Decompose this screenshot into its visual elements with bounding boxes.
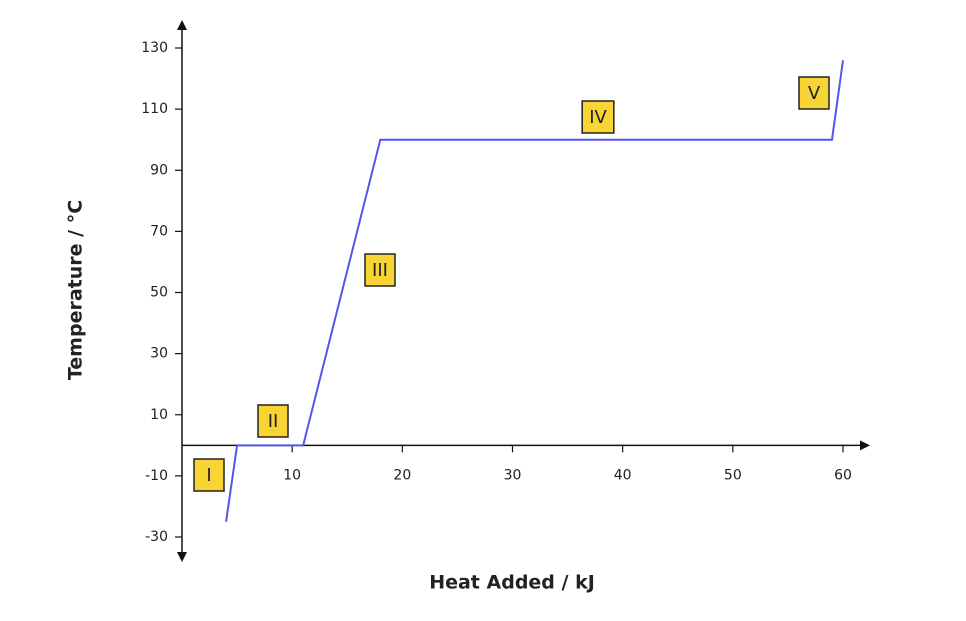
x-tick-label: 10 (283, 467, 301, 483)
x-axis-title: Heat Added / kJ (429, 572, 595, 594)
phase-label: III (372, 260, 388, 281)
phase-box (581, 100, 615, 134)
x-tick-label: 60 (834, 467, 852, 483)
x-tick-label: 50 (724, 467, 742, 483)
y-tick-label: 50 (150, 285, 168, 301)
phase-label: V (808, 83, 821, 104)
y-tick-label: 10 (150, 407, 168, 423)
phase-box (257, 404, 289, 438)
x-axis-arrow (860, 440, 870, 451)
y-tick-label: 90 (150, 162, 168, 178)
y-axis-title: Temperature / °C (65, 200, 87, 380)
y-tick-label: -30 (145, 529, 168, 545)
y-tick-label: 110 (141, 101, 168, 117)
x-tick-label: 20 (393, 467, 411, 483)
y-tick-label: 30 (150, 346, 168, 362)
phase-label: II (268, 411, 279, 432)
x-tick-label: 30 (504, 467, 522, 483)
data-line (225, 60, 844, 522)
phase-box (193, 458, 225, 492)
y-tick-label: 130 (141, 40, 168, 56)
phase-label: I (206, 465, 211, 486)
phase-box (798, 76, 830, 110)
y-tick-label: 70 (150, 223, 168, 239)
y-tick-label: -10 (145, 468, 168, 484)
phase-box (364, 253, 396, 287)
phase-label: IV (589, 107, 607, 128)
x-tick-label: 40 (614, 467, 632, 483)
